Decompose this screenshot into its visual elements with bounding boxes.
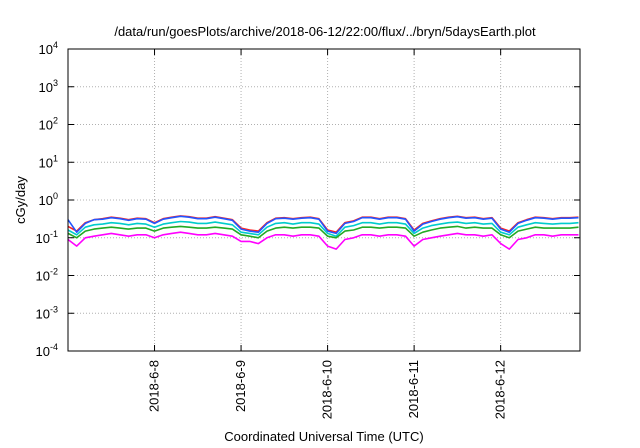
y-tick-label: 10-4 <box>36 342 58 359</box>
x-tick-label: 2018-6-8 <box>147 360 162 412</box>
grid <box>68 49 580 351</box>
y-tick-label: 104 <box>39 40 58 57</box>
y-tick-label: 10-3 <box>36 304 58 321</box>
y-tick-label: 10-1 <box>36 229 58 246</box>
series-line <box>67 220 579 237</box>
y-tick-label: 10-2 <box>36 267 58 284</box>
x-axis-label: Coordinated Universal Time (UTC) <box>224 429 423 444</box>
series-line <box>67 225 579 239</box>
y-tick-label: 100 <box>39 191 58 208</box>
x-tick-label: 2018-6-12 <box>493 360 508 419</box>
x-tick-label: 2018-6-11 <box>406 360 421 418</box>
y-tick-label: 101 <box>39 153 58 170</box>
y-axis-label: cGy/day <box>13 176 28 224</box>
y-tick-label: 103 <box>39 78 58 95</box>
y-tick-labels: 10-4 10-3 10-2 10-1 100 101 102 103 104 <box>36 40 58 359</box>
x-tick-labels: 2018-6-8 2018-6-9 2018-6-10 2018-6-11 2018-6… <box>147 360 508 419</box>
plot-frame <box>67 48 581 352</box>
x-tick-label: 2018-6-10 <box>320 360 335 419</box>
chart-title: /data/run/goesPlots/archive/2018-06-12/2… <box>114 24 536 39</box>
y-tick-label: 102 <box>39 116 58 133</box>
x-tick-label: 2018-6-9 <box>233 360 248 412</box>
series-line <box>67 231 579 250</box>
series-line <box>67 215 579 235</box>
series-group <box>67 215 579 250</box>
